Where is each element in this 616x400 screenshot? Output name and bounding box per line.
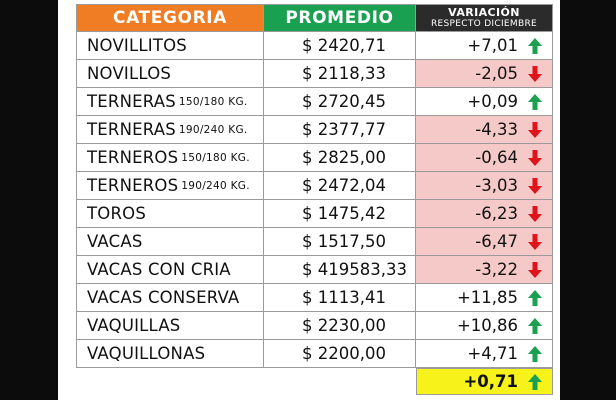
row-categoria: VAQUILLAS [76, 312, 264, 340]
price-table: CATEGORIA PROMEDIO VARIACIÓN RESPECTO DI… [76, 4, 553, 395]
row-variacion: +4,71 [416, 340, 553, 368]
row-variacion: -6,47 [416, 228, 553, 256]
row-promedio: $ 2472,04 [264, 172, 416, 200]
row-categoria: VACAS CON CRIA [76, 256, 264, 284]
categoria-weight: 190/240 KG. [178, 123, 248, 136]
categoria-label: NOVILLOS [87, 64, 172, 83]
variacion-value: -2,05 [475, 64, 518, 83]
row-promedio: $ 2420,71 [264, 32, 416, 60]
variacion-value: -6,47 [475, 232, 518, 251]
categoria-label: NOVILLITOS [87, 36, 187, 55]
row-categoria: TOROS [76, 200, 264, 228]
row-variacion: +0,09 [416, 88, 553, 116]
categoria-weight: 150/180 KG. [181, 151, 250, 164]
arrow-down-icon [528, 65, 542, 82]
categoria-label: VAQUILLONAS [87, 344, 206, 363]
blank-1 [76, 368, 264, 395]
row-categoria: VACAS [76, 228, 264, 256]
row-variacion: +7,01 [416, 32, 553, 60]
variacion-value: +0,09 [467, 92, 518, 111]
row-categoria: NOVILLITOS [76, 32, 264, 60]
row-variacion: +11,85 [416, 284, 553, 312]
row-variacion: -0,64 [416, 144, 553, 172]
row-variacion: +10,86 [416, 312, 553, 340]
row-categoria: NOVILLOS [76, 60, 264, 88]
row-promedio: $ 2825,00 [264, 144, 416, 172]
categoria-label: VACAS [87, 232, 143, 251]
arrow-up-icon [528, 373, 542, 390]
header-variacion-subtitle: RESPECTO DICIEMBRE [431, 19, 537, 29]
arrow-down-icon [528, 121, 542, 138]
categoria-weight: 150/180 KG. [178, 95, 248, 108]
arrow-up-icon [528, 345, 542, 362]
row-promedio: $ 2118,33 [264, 60, 416, 88]
row-categoria: TERNERAS 190/240 KG. [76, 116, 264, 144]
variacion-value: +10,86 [456, 316, 518, 335]
row-categoria: VACAS CONSERVA [76, 284, 264, 312]
row-variacion: -3,22 [416, 256, 553, 284]
row-promedio: $ 2377,77 [264, 116, 416, 144]
variacion-value: -3,03 [475, 176, 518, 195]
row-promedio: $ 2720,45 [264, 88, 416, 116]
arrow-down-icon [528, 261, 542, 278]
categoria-label: TERNERAS [87, 120, 176, 139]
categoria-label: TERNEROS [87, 176, 179, 195]
row-variacion: -2,05 [416, 60, 553, 88]
row-categoria: TERNEROS 150/180 KG. [76, 144, 264, 172]
row-variacion: -6,23 [416, 200, 553, 228]
arrow-down-icon [528, 149, 542, 166]
variacion-value: -4,33 [475, 120, 518, 139]
categoria-label: VACAS CON CRIA [87, 260, 231, 279]
header-promedio: PROMEDIO [264, 4, 416, 32]
row-promedio: $ 1475,42 [264, 200, 416, 228]
variacion-value: -3,22 [475, 260, 518, 279]
variacion-value: -6,23 [475, 204, 518, 223]
categoria-label: VACAS CONSERVA [87, 288, 240, 307]
categoria-label: VAQUILLAS [87, 316, 181, 335]
variacion-value: -0,64 [475, 148, 518, 167]
variacion-value: +4,71 [467, 344, 518, 363]
variacion-value: +11,85 [456, 288, 518, 307]
arrow-down-icon [528, 205, 542, 222]
row-promedio: $ 419583,33 [264, 256, 416, 284]
header-categoria: CATEGORIA [76, 4, 264, 32]
row-promedio: $ 1517,50 [264, 228, 416, 256]
arrow-up-icon [528, 37, 542, 54]
row-variacion: -3,03 [416, 172, 553, 200]
row-variacion: -4,33 [416, 116, 553, 144]
arrow-down-icon [528, 233, 542, 250]
arrow-up-icon [528, 289, 542, 306]
header-variacion-title: VARIACIÓN [448, 6, 520, 19]
arrow-up-icon [528, 317, 542, 334]
variacion-value: +7,01 [467, 36, 518, 55]
total-variacion: +0,71 [416, 368, 553, 395]
row-categoria: TERNERAS 150/180 KG. [76, 88, 264, 116]
categoria-label: TERNEROS [87, 148, 179, 167]
categoria-label: TERNERAS [87, 92, 176, 111]
row-promedio: $ 2200,00 [264, 340, 416, 368]
categoria-weight: 190/240 KG. [181, 179, 250, 192]
blank-2 [264, 368, 416, 395]
row-categoria: TERNEROS 190/240 KG. [76, 172, 264, 200]
arrow-down-icon [528, 177, 542, 194]
row-promedio: $ 1113,41 [264, 284, 416, 312]
row-categoria: VAQUILLONAS [76, 340, 264, 368]
header-variacion: VARIACIÓN RESPECTO DICIEMBRE [416, 4, 553, 32]
total-value: +0,71 [463, 372, 518, 391]
arrow-up-icon [528, 93, 542, 110]
categoria-label: TOROS [87, 204, 146, 223]
row-promedio: $ 2230,00 [264, 312, 416, 340]
